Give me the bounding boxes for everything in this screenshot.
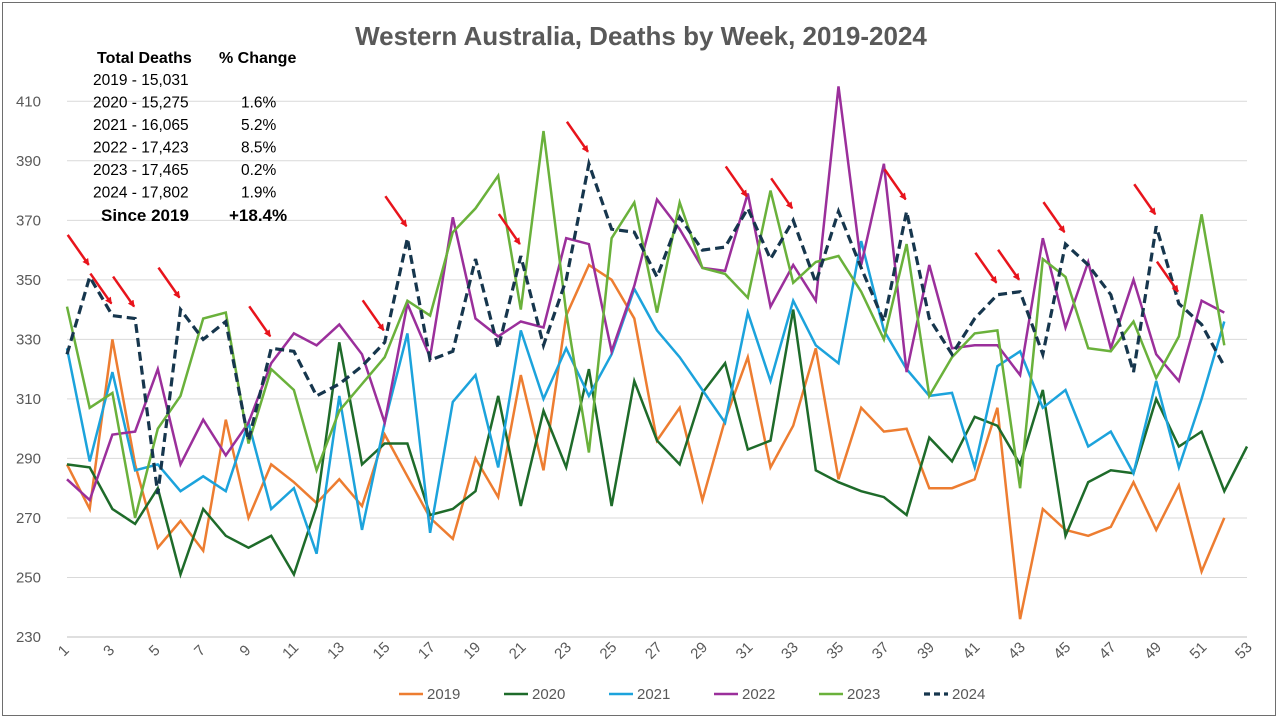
stats-row-label: 2024 - 17,802 [93, 185, 189, 202]
y-tick-label: 390 [16, 153, 41, 170]
x-tick-label: 1 [55, 642, 73, 660]
x-tick-label: 27 [642, 639, 666, 663]
y-tick-label: 290 [16, 450, 41, 467]
y-tick-label: 270 [16, 510, 41, 527]
stats-row-change: 8.5% [241, 140, 277, 157]
red-arrow [157, 266, 181, 299]
stats-row-change: 0.2% [241, 162, 277, 179]
legend-label-2023: 2023 [847, 686, 880, 703]
y-tick-label: 250 [16, 569, 41, 586]
x-tick-label: 45 [1050, 639, 1074, 663]
red-arrow [361, 299, 385, 332]
stats-header-change: % Change [219, 50, 296, 67]
x-tick-label: 21 [506, 639, 530, 663]
y-tick-label: 350 [16, 272, 41, 289]
stats-row-label: 2021 - 16,065 [93, 117, 189, 134]
red-arrow [1133, 183, 1157, 216]
red-arrow [66, 234, 90, 266]
stats-row-label: 2019 - 15,031 [93, 72, 189, 89]
stats-row-change: 5.2% [241, 117, 277, 134]
legend-label-2019: 2019 [427, 686, 460, 703]
x-tick-label: 49 [1141, 639, 1165, 663]
y-tick-label: 310 [16, 391, 41, 408]
y-tick-label: 410 [16, 93, 41, 110]
x-tick-label: 29 [687, 639, 711, 663]
red-arrow [248, 305, 272, 338]
x-tick-label: 33 [778, 639, 802, 663]
x-tick-label: 9 [236, 642, 254, 660]
red-arrow [89, 272, 113, 305]
legend-label-2022: 2022 [742, 686, 775, 703]
red-arrow [770, 177, 794, 210]
x-tick-label: 31 [733, 639, 757, 663]
red-arrow [724, 165, 748, 198]
red-arrow [1042, 201, 1066, 233]
legend-label-2021: 2021 [637, 686, 670, 703]
series-line-2019 [65, 263, 1226, 620]
x-tick-label: 25 [597, 639, 621, 663]
stats-row-label: 2023 - 17,465 [93, 162, 189, 179]
y-tick-label: 330 [16, 331, 41, 348]
x-tick-label: 53 [1232, 639, 1256, 663]
stats-header-total: Total Deaths [97, 50, 192, 67]
x-tick-label: 23 [551, 639, 575, 663]
x-tick-label: 51 [1187, 639, 1211, 663]
red-arrow [1155, 260, 1179, 293]
x-tick-label: 47 [1096, 639, 1120, 663]
x-tick-label: 7 [191, 642, 209, 660]
x-tick-label: 11 [279, 639, 302, 662]
stats-row-label: 2020 - 15,275 [93, 95, 189, 112]
red-arrow [883, 168, 907, 201]
series-line-2024 [65, 157, 1226, 495]
legend-label-2024: 2024 [952, 686, 985, 703]
y-tick-label: 370 [16, 212, 41, 229]
line-chart: Western Australia, Deaths by Week, 2019-… [16, 21, 1256, 703]
stats-summary-label: Since 2019 [101, 206, 189, 225]
x-tick-label: 5 [146, 642, 164, 660]
x-tick-label: 13 [324, 639, 348, 663]
red-arrow [497, 213, 521, 245]
stats-row-change: 1.6% [241, 95, 277, 112]
red-arrow [974, 252, 998, 284]
stats-summary-value: +18.4% [229, 206, 287, 225]
red-arrow [384, 195, 408, 227]
x-tick-label: 39 [914, 639, 938, 663]
series-line-2020 [66, 309, 1249, 579]
y-tick-label: 230 [16, 629, 41, 646]
x-tick-label: 3 [100, 642, 118, 660]
red-arrow [112, 275, 136, 308]
stats-row-change: 1.9% [241, 185, 277, 202]
legend-label-2020: 2020 [532, 686, 565, 703]
red-arrow [565, 121, 589, 153]
x-tick-label: 41 [960, 639, 984, 663]
x-tick-label: 43 [1005, 639, 1029, 663]
x-tick-label: 19 [460, 639, 484, 663]
x-tick-label: 15 [370, 639, 394, 663]
x-tick-label: 37 [869, 639, 893, 663]
chart-title: Western Australia, Deaths by Week, 2019-… [355, 21, 927, 51]
stats-row-label: 2022 - 17,423 [93, 140, 189, 157]
x-tick-label: 35 [823, 639, 847, 663]
red-arrow [997, 249, 1021, 281]
x-tick-label: 17 [415, 639, 439, 663]
